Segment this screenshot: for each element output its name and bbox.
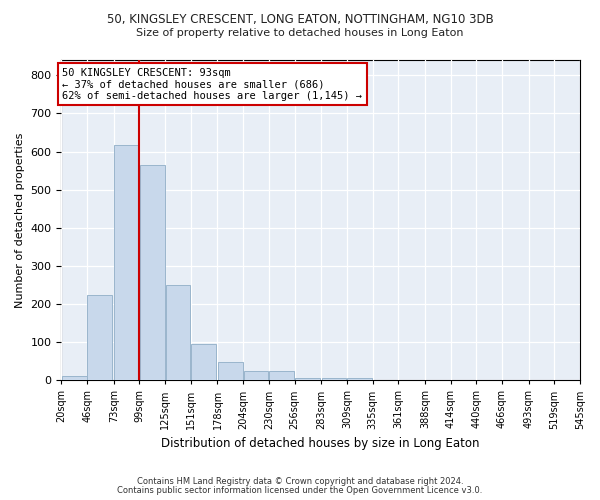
Text: Contains public sector information licensed under the Open Government Licence v3: Contains public sector information licen… — [118, 486, 482, 495]
Text: Contains HM Land Registry data © Crown copyright and database right 2024.: Contains HM Land Registry data © Crown c… — [137, 477, 463, 486]
Bar — [62, 376, 86, 380]
Y-axis label: Number of detached properties: Number of detached properties — [15, 132, 25, 308]
Text: 50 KINGSLEY CRESCENT: 93sqm
← 37% of detached houses are smaller (686)
62% of se: 50 KINGSLEY CRESCENT: 93sqm ← 37% of det… — [62, 68, 362, 101]
Bar — [347, 378, 372, 380]
Bar — [218, 362, 243, 380]
Bar — [322, 378, 346, 380]
Bar — [166, 284, 190, 380]
Text: 50, KINGSLEY CRESCENT, LONG EATON, NOTTINGHAM, NG10 3DB: 50, KINGSLEY CRESCENT, LONG EATON, NOTTI… — [107, 12, 493, 26]
Bar — [295, 378, 320, 380]
X-axis label: Distribution of detached houses by size in Long Eaton: Distribution of detached houses by size … — [161, 437, 480, 450]
Text: Size of property relative to detached houses in Long Eaton: Size of property relative to detached ho… — [136, 28, 464, 38]
Bar — [244, 372, 268, 380]
Bar — [114, 145, 139, 380]
Bar — [269, 372, 294, 380]
Bar — [140, 165, 165, 380]
Bar — [88, 295, 112, 380]
Bar — [191, 344, 216, 381]
